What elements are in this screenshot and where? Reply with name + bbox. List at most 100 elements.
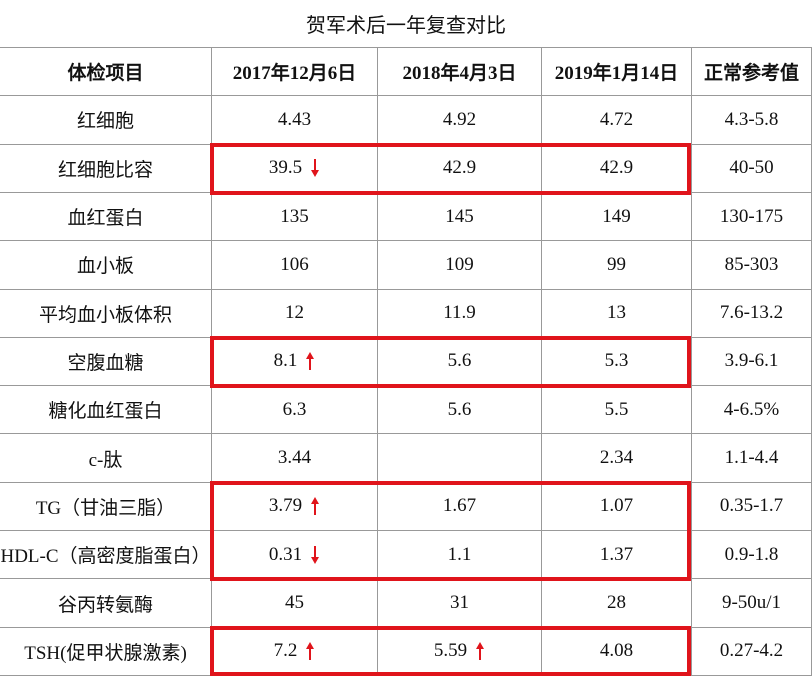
- cell-text: 4-6.5%: [723, 398, 780, 420]
- cell-text: 31: [450, 592, 469, 614]
- cell-text: 7.6-13.2: [719, 302, 784, 324]
- cell-text: 4.43: [277, 108, 312, 130]
- table-cell: 4.43: [212, 96, 378, 145]
- cell-text: 149: [602, 205, 631, 227]
- cell-text: 39.5: [268, 157, 303, 179]
- table-cell: 4.3-5.8: [692, 96, 812, 145]
- trend-arrow: [311, 159, 320, 178]
- header-cell: 体检项目: [0, 48, 212, 97]
- cell-text: TG（甘油三脂）: [35, 497, 176, 519]
- table-cell: 145: [378, 192, 542, 242]
- table-cell: [378, 434, 542, 483]
- cell-text: 1.1-4.4: [724, 447, 779, 469]
- cell-text: 0.31: [268, 543, 303, 565]
- trend-arrow: [311, 497, 320, 516]
- trend-arrow: [311, 545, 320, 564]
- table-cell: 4.92: [378, 96, 542, 145]
- table-cell: 99: [542, 241, 692, 290]
- table-cell: 13: [542, 289, 692, 338]
- table-cell: 0.27-4.2: [692, 627, 812, 676]
- table-cell: 4-6.5%: [692, 386, 812, 435]
- trend-arrow: [306, 642, 315, 661]
- cell-text: 40-50: [729, 157, 774, 179]
- table-cell: 0.9-1.8: [692, 531, 812, 580]
- table-cell: 7.6-13.2: [692, 289, 812, 338]
- cell-text: 1.37: [599, 543, 634, 565]
- cell-text: 5.3: [604, 350, 629, 372]
- cell-text: 红细胞比容: [57, 159, 153, 181]
- table-cell: 45: [212, 579, 378, 628]
- table-cell: 135: [212, 192, 378, 242]
- table-cell: 0.31: [212, 531, 378, 580]
- table-cell: 5.3: [542, 337, 692, 387]
- cell-text: 0.9-1.8: [724, 543, 779, 565]
- cell-text: 85-303: [724, 253, 779, 275]
- cell-text: 3.44: [277, 447, 312, 469]
- cell-text: 12: [285, 302, 304, 324]
- table-cell: TSH(促甲状腺激素): [0, 627, 212, 676]
- table-cell: 4.08: [542, 627, 692, 676]
- cell-text: 99: [607, 253, 626, 275]
- trend-arrow: [306, 352, 315, 371]
- cell-text: 体检项目: [67, 63, 144, 85]
- table-cell: 1.1-4.4: [692, 434, 812, 483]
- cell-text: 7.2: [273, 640, 298, 662]
- table-cell: 5.5: [542, 386, 692, 435]
- cell-text: 109: [445, 253, 474, 275]
- table-cell: 5.6: [378, 386, 542, 435]
- table-cell: 空腹血糖: [0, 337, 212, 387]
- table-cell: 39.5: [212, 144, 378, 193]
- table-cell: 7.2: [212, 627, 378, 676]
- table-cell: 9-50u/1: [692, 579, 812, 628]
- table-cell: 42.9: [542, 144, 692, 193]
- cell-text: 平均血小板体积: [38, 304, 172, 326]
- table-cell: 5.59: [378, 627, 542, 676]
- table-cell: HDL-C（高密度脂蛋白）: [0, 531, 212, 580]
- cell-text: 3.79: [268, 495, 303, 517]
- table-cell: 红细胞比容: [0, 144, 212, 193]
- table-cell: TG（甘油三脂）: [0, 482, 212, 532]
- cell-text: 145: [445, 205, 474, 227]
- cell-text: 2.34: [599, 447, 634, 469]
- table-cell: 85-303: [692, 241, 812, 290]
- table-cell: 3.79: [212, 482, 378, 532]
- table-cell: 31: [378, 579, 542, 628]
- table-cell: 42.9: [378, 144, 542, 193]
- header-cell: 2019年1月14日: [542, 48, 692, 97]
- cell-text: 2019年1月14日: [554, 63, 679, 85]
- table-cell: 6.3: [212, 386, 378, 435]
- table-cell: 12: [212, 289, 378, 338]
- cell-text: 谷丙转氨酶: [57, 594, 153, 616]
- cell-text: 4.72: [599, 108, 634, 130]
- cell-text: 1.1: [447, 543, 472, 565]
- cell-text: 血红蛋白: [67, 208, 144, 230]
- cell-text: 9-50u/1: [721, 592, 782, 614]
- cell-text: 135: [280, 205, 309, 227]
- cell-text: 28: [607, 592, 626, 614]
- header-cell: 2018年4月3日: [378, 48, 542, 97]
- cell-text: 42.9: [442, 157, 477, 179]
- cell-text: 13: [607, 302, 626, 324]
- table-cell: c-肽: [0, 434, 212, 483]
- table-cell: 28: [542, 579, 692, 628]
- table-title: 贺军术后一年复查对比: [0, 0, 812, 48]
- cell-text: 8.1: [273, 350, 298, 372]
- table-cell: 130-175: [692, 192, 812, 242]
- table-cell: 11.9: [378, 289, 542, 338]
- table-cell: 1.1: [378, 531, 542, 580]
- table-cell: 1.07: [542, 482, 692, 532]
- cell-text: 5.6: [447, 350, 472, 372]
- table-cell: 5.6: [378, 337, 542, 387]
- table-cell: 109: [378, 241, 542, 290]
- table-cell: 3.9-6.1: [692, 337, 812, 387]
- table-cell: 1.67: [378, 482, 542, 532]
- cell-text: 2018年4月3日: [402, 63, 517, 85]
- cell-text: 45: [285, 592, 304, 614]
- table-cell: 红细胞: [0, 96, 212, 145]
- cell-text: 2017年12月6日: [232, 63, 357, 85]
- table-cell: 1.37: [542, 531, 692, 580]
- cell-text: 1.67: [442, 495, 477, 517]
- table-cell: 40-50: [692, 144, 812, 193]
- table-cell: 0.35-1.7: [692, 482, 812, 532]
- cell-text: 6.3: [282, 398, 307, 420]
